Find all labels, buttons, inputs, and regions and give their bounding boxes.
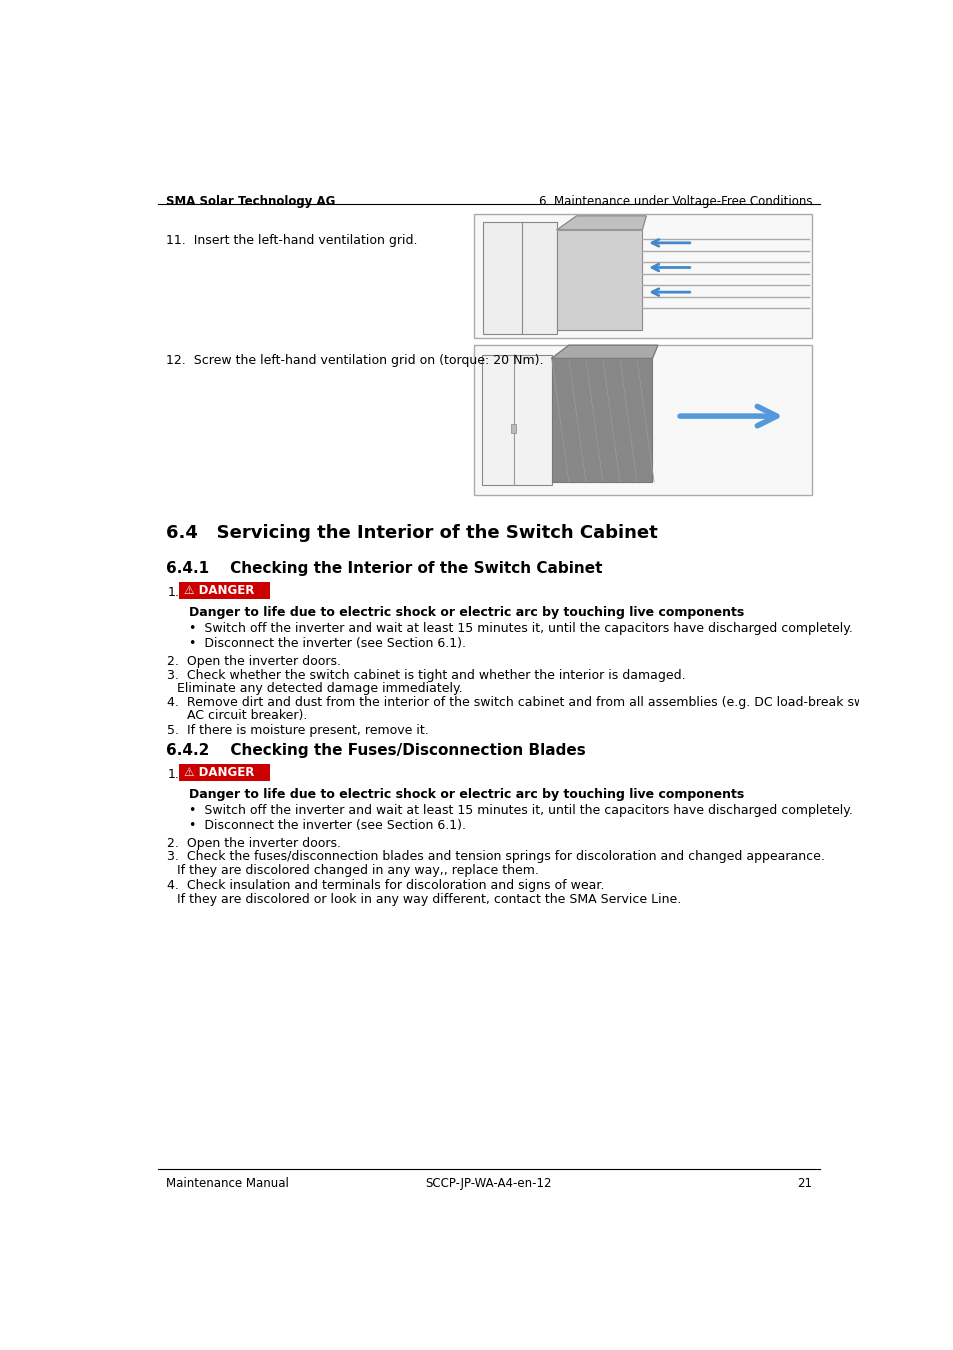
Text: 2.  Open the inverter doors.: 2. Open the inverter doors.: [167, 837, 341, 849]
Bar: [483, 221, 557, 333]
Bar: [474, 215, 811, 338]
Bar: [511, 424, 516, 433]
Text: Danger to life due to electric shock or electric arc by touching live components: Danger to life due to electric shock or …: [189, 606, 743, 620]
Text: 1.: 1.: [167, 586, 179, 599]
Text: ⚠ DANGER: ⚠ DANGER: [183, 765, 253, 779]
Text: 6.4   Servicing the Interior of the Switch Cabinet: 6.4 Servicing the Interior of the Switch…: [166, 524, 657, 541]
Bar: [641, 221, 808, 338]
Text: If they are discolored or look in any way different, contact the SMA Service Lin: If they are discolored or look in any wa…: [176, 892, 680, 906]
Text: SMA Solar Technology AG: SMA Solar Technology AG: [166, 196, 335, 208]
Text: •  Disconnect the inverter (see Section 6.1).: • Disconnect the inverter (see Section 6…: [189, 819, 465, 832]
Text: 2.  Open the inverter doors.: 2. Open the inverter doors.: [167, 655, 341, 668]
Text: 6  Maintenance under Voltage-Free Conditions: 6 Maintenance under Voltage-Free Conditi…: [538, 196, 811, 208]
Polygon shape: [557, 216, 645, 230]
Text: •  Switch off the inverter and wait at least 15 minutes it, until the capacitors: • Switch off the inverter and wait at le…: [189, 805, 852, 817]
Bar: [179, 582, 270, 599]
Text: 4.  Check insulation and terminals for discoloration and signs of wear.: 4. Check insulation and terminals for di…: [167, 879, 604, 892]
Text: 4.  Remove dirt and dust from the interior of the switch cabinet and from all as: 4. Remove dirt and dust from the interio…: [167, 697, 915, 709]
Text: 11.  Insert the left-hand ventilation grid.: 11. Insert the left-hand ventilation gri…: [166, 234, 416, 247]
Text: 6.4.1    Checking the Interior of the Switch Cabinet: 6.4.1 Checking the Interior of the Switc…: [166, 560, 601, 576]
Text: 12.  Screw the left-hand ventilation grid on (torque: 20 Nm).: 12. Screw the left-hand ventilation grid…: [166, 355, 542, 367]
Text: SCCP-JP-WA-A4-en-12: SCCP-JP-WA-A4-en-12: [425, 1177, 552, 1189]
Text: 1.: 1.: [167, 768, 179, 782]
Text: 6.4.2    Checking the Fuses/Disconnection Blades: 6.4.2 Checking the Fuses/Disconnection B…: [166, 743, 585, 757]
Text: 21: 21: [797, 1177, 811, 1189]
Text: 3.  Check the fuses/disconnection blades and tension springs for discoloration a: 3. Check the fuses/disconnection blades …: [167, 850, 824, 864]
Text: If they are discolored changed in any way,, replace them.: If they are discolored changed in any wa…: [176, 864, 537, 878]
Text: 5.  If there is moisture present, remove it.: 5. If there is moisture present, remove …: [167, 724, 429, 737]
Text: Maintenance Manual: Maintenance Manual: [166, 1177, 289, 1189]
Bar: [179, 764, 270, 782]
Text: 3.  Check whether the switch cabinet is tight and whether the interior is damage: 3. Check whether the switch cabinet is t…: [167, 668, 685, 682]
Bar: [474, 346, 811, 495]
Bar: [551, 358, 652, 482]
Bar: [557, 230, 641, 329]
Text: •  Switch off the inverter and wait at least 15 minutes it, until the capacitors: • Switch off the inverter and wait at le…: [189, 622, 852, 636]
Text: AC circuit breaker).: AC circuit breaker).: [167, 710, 308, 722]
Bar: [481, 355, 551, 486]
Text: Eliminate any detected damage immediately.: Eliminate any detected damage immediatel…: [176, 682, 462, 695]
Polygon shape: [551, 346, 658, 358]
Text: •  Disconnect the inverter (see Section 6.1).: • Disconnect the inverter (see Section 6…: [189, 637, 465, 651]
Text: Danger to life due to electric shock or electric arc by touching live components: Danger to life due to electric shock or …: [189, 788, 743, 801]
Text: ⚠ DANGER: ⚠ DANGER: [183, 585, 253, 597]
